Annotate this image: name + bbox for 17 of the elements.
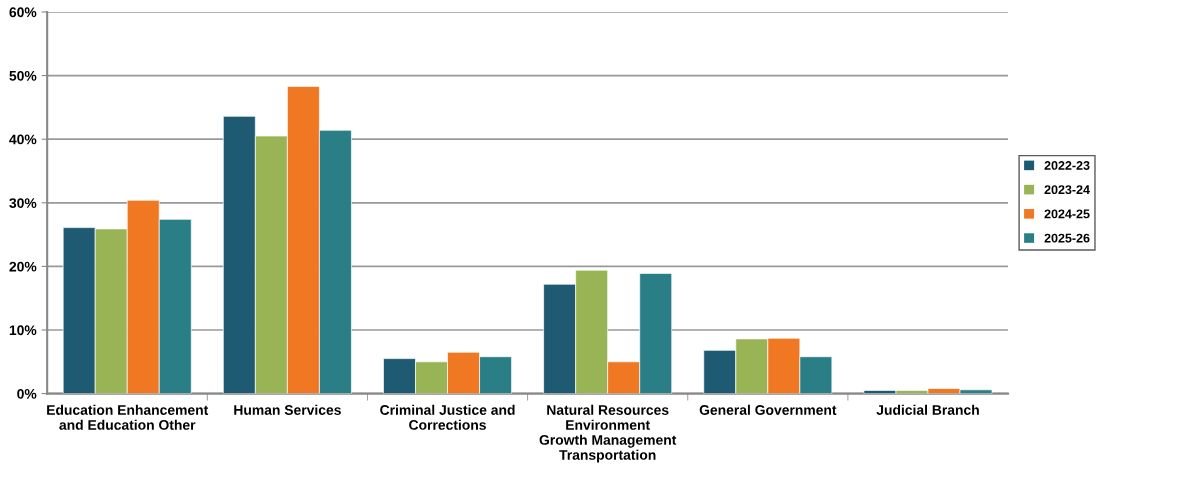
y-tick-label: 10% <box>9 325 37 336</box>
legend-label: 2022-23 <box>1044 161 1090 170</box>
x-tick-label: Human Services <box>234 404 341 415</box>
y-tick-label: 20% <box>9 261 37 272</box>
x-tick-label: Criminal Justice and Corrections <box>380 404 515 430</box>
x-tick-label: Judicial Branch <box>876 404 979 415</box>
y-tick-label: 60% <box>9 7 37 18</box>
y-tick-label: 40% <box>9 134 37 145</box>
x-tick-label: General Government <box>699 404 837 415</box>
y-tick-label: 30% <box>9 198 37 208</box>
legend-label: 2025-26 <box>1044 233 1090 243</box>
y-tick-label: 0% <box>17 388 37 399</box>
x-tick-label: Education Enhancement and Education Other <box>47 404 209 430</box>
legend-label: 2023-24 <box>1044 185 1090 195</box>
legend-label: 2024-25 <box>1044 209 1090 219</box>
y-tick-label: 50% <box>9 70 37 81</box>
x-tick-label: Natural Resources Environment Growth Management Transportation <box>539 404 677 463</box>
